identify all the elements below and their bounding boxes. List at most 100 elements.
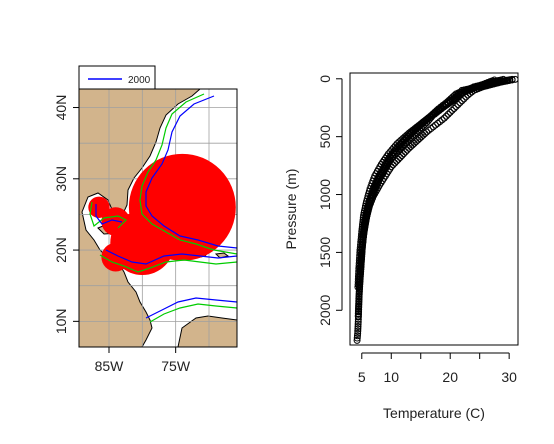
scatter-x-axis-title: Temperature (C) <box>383 405 485 421</box>
scatter-point <box>403 146 411 154</box>
scatter-point <box>440 114 448 122</box>
scatter-point <box>405 129 413 137</box>
scatter-point <box>355 305 363 313</box>
map-station-region <box>101 242 130 272</box>
map-station-region <box>101 207 130 236</box>
scatter-point <box>354 327 362 335</box>
scatter-point <box>429 123 437 131</box>
scatter-point <box>357 241 365 249</box>
scatter-y-axis: 0 500 1000 1500 2000 <box>317 75 343 326</box>
scatter-point <box>356 251 364 259</box>
map-y-tick-label: 30N <box>53 166 69 192</box>
map-station-region <box>88 196 110 218</box>
scatter-point <box>400 150 408 158</box>
scatter-point <box>461 88 469 96</box>
scatter-point <box>448 106 456 114</box>
scatter-x-tick-label: 10 <box>383 369 399 385</box>
scatter-point <box>391 159 399 167</box>
scatter-point <box>401 133 409 141</box>
map-y-axis: 10N 20N 30N 40N <box>53 95 79 334</box>
scatter-y-tick-label: 2000 <box>317 294 333 325</box>
scatter-point <box>407 143 415 151</box>
scatter-point <box>405 144 413 152</box>
map-x-tick-label: 85W <box>95 358 125 374</box>
scatter-point <box>353 332 361 340</box>
map-legend-label-2000: 2000 <box>128 75 151 86</box>
scatter-point <box>354 275 362 283</box>
contour-1000-gulf <box>89 201 128 229</box>
scatter-point <box>399 134 407 142</box>
scatter-point <box>359 221 367 229</box>
scatter-y-tick-label: 500 <box>317 125 333 149</box>
scatter-point <box>354 322 362 330</box>
scatter-point <box>397 136 405 144</box>
scatter-point <box>357 238 365 246</box>
map-x-tick-label: 75W <box>161 358 191 374</box>
scatter-point <box>355 295 363 303</box>
scatter-point <box>354 329 362 337</box>
scatter-x-axis: 5 10 20 30 <box>358 352 517 385</box>
scatter-point <box>355 265 363 273</box>
scatter-point <box>508 76 516 84</box>
scatter-point <box>358 223 366 231</box>
map-x-axis: 85W 75W <box>95 347 191 374</box>
scatter-point <box>427 125 435 133</box>
scatter-point <box>359 216 367 224</box>
scatter-point <box>450 104 458 112</box>
scatter-point <box>355 297 363 305</box>
scatter-point <box>353 334 361 342</box>
scatter-y-tick-label: 1000 <box>317 179 333 210</box>
scatter-point <box>355 270 363 278</box>
scatter-point <box>354 312 362 320</box>
scatter-point <box>355 259 363 267</box>
scatter-point <box>500 77 508 85</box>
contour-1000-atlantic <box>139 93 237 255</box>
scatter-point <box>355 287 363 295</box>
map-panel: 2000 85W 75W 10N 20N 30N 40N <box>53 65 238 374</box>
map-legend: 2000 <box>78 65 156 90</box>
scatter-point <box>436 118 444 126</box>
scatter-point <box>359 218 367 226</box>
scatter-point <box>354 310 362 318</box>
scatter-panel: 5 10 20 30 0 500 1000 1500 2000 Temperature (C)… <box>283 72 519 421</box>
contour-1000-caribbean <box>99 254 237 273</box>
scatter-y-axis-title: Pressure (m) <box>283 169 299 250</box>
map-y-tick-label: 40N <box>53 95 69 121</box>
scatter-point <box>434 119 442 127</box>
scatter-point <box>354 273 362 281</box>
scatter-point <box>357 236 365 244</box>
scatter-point <box>454 101 462 109</box>
map-frame <box>78 88 238 348</box>
scatter-point <box>393 140 401 148</box>
contour-1000-south <box>149 303 237 323</box>
contour-2000-atlantic <box>145 95 237 249</box>
scatter-x-tick-label: 30 <box>501 369 517 385</box>
scatter-point <box>395 138 403 146</box>
scatter-point <box>391 142 399 150</box>
scatter-point <box>503 76 511 84</box>
scatter-y-tick-label: 0 <box>317 75 333 83</box>
scatter-point <box>496 77 504 85</box>
scatter-point <box>498 77 506 85</box>
scatter-point <box>390 144 398 152</box>
scatter-point <box>355 302 363 310</box>
scatter-point <box>403 131 411 139</box>
scatter-point <box>355 257 363 265</box>
scatter-point <box>359 214 367 222</box>
scatter-point <box>393 157 401 165</box>
scatter-point <box>356 254 364 262</box>
scatter-point <box>396 153 404 161</box>
scatter-points <box>353 75 519 344</box>
scatter-point <box>358 225 366 233</box>
map-y-tick-label: 20N <box>53 237 69 263</box>
contour-2000-caribbean <box>105 249 237 265</box>
scatter-point <box>452 103 460 111</box>
scatter-y-tick-label: 1500 <box>317 237 333 268</box>
scatter-point <box>354 283 362 291</box>
scatter-point <box>354 278 362 286</box>
scatter-point <box>388 146 396 154</box>
contour-2000-gulf <box>95 204 123 225</box>
scatter-point <box>401 148 409 156</box>
scatter-point <box>459 89 467 97</box>
